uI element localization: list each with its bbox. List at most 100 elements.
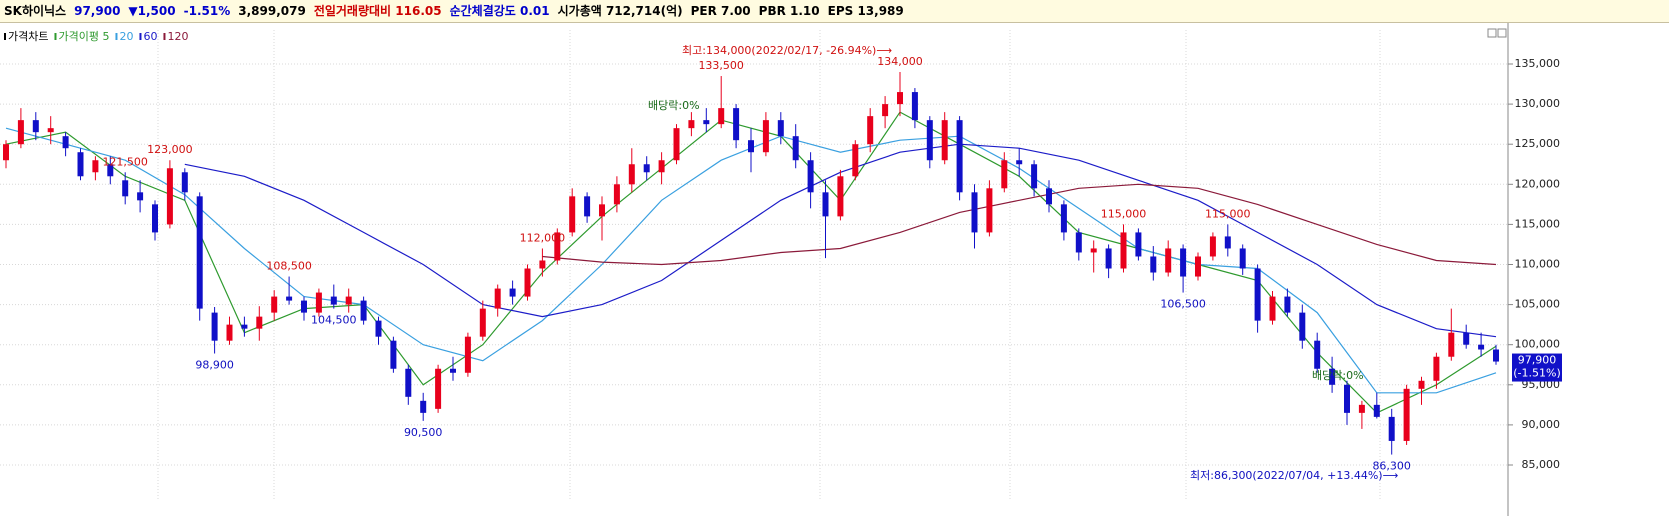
record-high-note: 최고:134,000(2022/02/17, -26.94%)⟶ bbox=[682, 44, 892, 57]
candle bbox=[1358, 400, 1365, 429]
candle bbox=[643, 156, 650, 181]
legend-swatch bbox=[4, 33, 6, 40]
candle bbox=[941, 112, 948, 165]
candle bbox=[107, 156, 114, 185]
candle-body bbox=[748, 140, 754, 153]
candle-body bbox=[47, 128, 54, 133]
candle-body bbox=[1165, 248, 1172, 273]
candle-body bbox=[703, 120, 710, 125]
candle bbox=[1254, 264, 1261, 333]
candle-body bbox=[807, 160, 814, 193]
candle bbox=[882, 96, 889, 129]
candle-body bbox=[196, 196, 203, 309]
candle bbox=[241, 316, 248, 337]
candle-body bbox=[3, 144, 9, 161]
candle-body bbox=[822, 192, 829, 217]
candle bbox=[479, 300, 486, 341]
price-annotation: 123,000 bbox=[147, 143, 193, 156]
candle bbox=[628, 148, 635, 193]
y-tick-label: 105,000 bbox=[1515, 298, 1561, 311]
candle bbox=[569, 188, 576, 237]
candle bbox=[181, 168, 188, 201]
panel-button[interactable] bbox=[1487, 28, 1497, 38]
candle bbox=[1463, 324, 1470, 349]
candle-body bbox=[941, 120, 948, 161]
candle bbox=[330, 284, 337, 309]
candle-body bbox=[360, 300, 367, 321]
candle bbox=[1418, 376, 1425, 405]
candle bbox=[807, 152, 814, 209]
candle bbox=[1105, 244, 1112, 279]
candle bbox=[911, 88, 918, 129]
candle-body bbox=[1075, 232, 1082, 253]
panel-button[interactable] bbox=[1497, 28, 1507, 38]
price-annotation: 121,500 bbox=[102, 155, 148, 168]
candle-body bbox=[32, 120, 39, 133]
candle bbox=[137, 180, 144, 213]
candle-body bbox=[1344, 384, 1350, 413]
candle bbox=[345, 288, 352, 313]
candle bbox=[509, 280, 516, 305]
candle bbox=[256, 306, 263, 341]
y-tick-label: 125,000 bbox=[1515, 137, 1561, 150]
candle-body bbox=[867, 116, 874, 145]
panel bbox=[0, 23, 1669, 516]
header-item: 시가총액 712,714(억) bbox=[557, 4, 683, 18]
candle bbox=[956, 116, 963, 201]
candle-body bbox=[1418, 380, 1425, 389]
candle bbox=[1046, 180, 1052, 213]
candle bbox=[822, 180, 829, 259]
candle-body bbox=[777, 120, 784, 137]
candle-body bbox=[345, 296, 352, 305]
candle bbox=[1031, 160, 1038, 197]
price-annotation: 106,500 bbox=[1160, 298, 1206, 311]
candle-body bbox=[1448, 332, 1455, 357]
candle-body bbox=[375, 320, 382, 337]
candle bbox=[762, 112, 769, 157]
y-tick-label: 135,000 bbox=[1515, 57, 1561, 70]
candle bbox=[1433, 352, 1440, 389]
candle bbox=[1373, 392, 1380, 419]
candle bbox=[375, 316, 382, 345]
candle-body bbox=[107, 164, 114, 177]
candle-body bbox=[1478, 344, 1485, 350]
candle bbox=[1209, 232, 1216, 261]
candle-body bbox=[17, 120, 24, 145]
y-tick-label: 90,000 bbox=[1522, 418, 1561, 431]
y-tick-label: 100,000 bbox=[1515, 338, 1561, 351]
y-tick-label: 115,000 bbox=[1515, 217, 1561, 230]
candle-body bbox=[852, 144, 859, 177]
candle-body bbox=[524, 268, 531, 297]
candle bbox=[301, 296, 307, 321]
legend-label: 60 bbox=[143, 30, 157, 43]
candle bbox=[1493, 344, 1499, 365]
candle-body bbox=[1463, 332, 1470, 345]
candle-body bbox=[1373, 404, 1380, 417]
candle bbox=[613, 176, 620, 213]
candle-body bbox=[92, 160, 99, 173]
candle bbox=[1299, 304, 1306, 349]
candle-body bbox=[315, 292, 322, 313]
candle-body bbox=[1090, 248, 1097, 253]
candle bbox=[77, 148, 84, 181]
candle-body bbox=[1254, 268, 1261, 321]
dividend-note: 배당락:0% bbox=[648, 99, 700, 112]
candle bbox=[92, 156, 99, 181]
price-annotation: 134,000 bbox=[877, 55, 923, 68]
candle-body bbox=[613, 184, 620, 205]
candle-body bbox=[435, 368, 442, 409]
price-annotation: 104,500 bbox=[311, 314, 357, 327]
candle bbox=[196, 192, 203, 321]
candle-body bbox=[271, 296, 278, 313]
legend-label: 120 bbox=[167, 30, 188, 43]
candle-body bbox=[628, 164, 635, 185]
candle bbox=[1120, 224, 1127, 273]
candle bbox=[62, 132, 69, 157]
last-price-box bbox=[1512, 353, 1562, 382]
y-tick-label: 110,000 bbox=[1515, 257, 1561, 270]
candle bbox=[1165, 240, 1172, 277]
candle-body bbox=[1150, 256, 1157, 273]
candle-body bbox=[882, 104, 889, 117]
candle bbox=[390, 336, 397, 373]
header-bar: SK하이닉스 97,900 ▼1,500 -1.51% 3,899,079 전일거래량대비… bbox=[0, 0, 1669, 23]
